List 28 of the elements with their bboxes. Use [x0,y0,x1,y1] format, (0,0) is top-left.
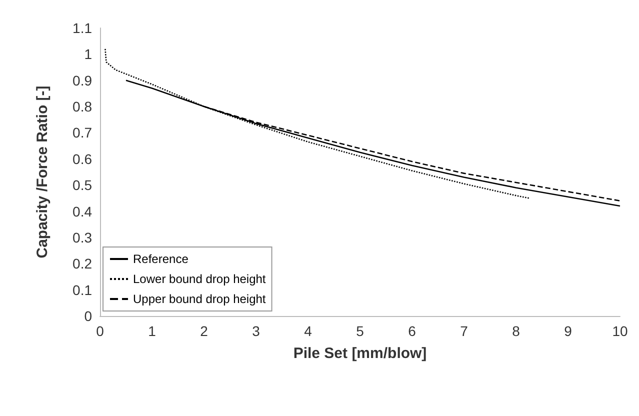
y-tick-label: 0.9 [72,72,92,88]
y-tick-label: 0.8 [72,98,92,115]
y-tick-label: 1 [84,46,92,62]
y-tick-label: 0.7 [72,124,92,141]
y-tick-label: 1.1 [72,20,92,36]
y-axis-title: Capacity /Force Ratio [-] [34,86,51,258]
x-axis-title: Pile Set [mm/blow] [293,345,427,362]
x-tick-label: 9 [564,323,572,339]
legend-label: Upper bound drop height [133,292,266,306]
x-tick-label: 0 [96,323,104,339]
x-tick-label: 10 [612,323,628,339]
x-tick-label: 7 [460,323,468,339]
y-tick-label: 0.1 [72,282,92,298]
y-tick-label: 0.5 [72,177,92,194]
y-tick-label: 0.6 [72,150,92,167]
legend-label: Lower bound drop height [133,272,266,286]
y-tick-label: 0.4 [72,203,92,220]
x-tick-label: 1 [148,323,156,339]
y-tick-label: 0.3 [72,229,92,246]
y-tick-label: 0 [84,308,92,324]
x-tick-label: 5 [356,323,364,339]
x-tick-label: 8 [512,323,520,339]
x-tick-label: 2 [200,323,208,339]
legend-label: Reference [133,252,189,266]
x-tick-label: 6 [408,323,416,339]
x-tick-label: 4 [304,323,312,339]
x-tick-label: 3 [252,323,260,339]
y-tick-label: 0.2 [72,256,92,272]
